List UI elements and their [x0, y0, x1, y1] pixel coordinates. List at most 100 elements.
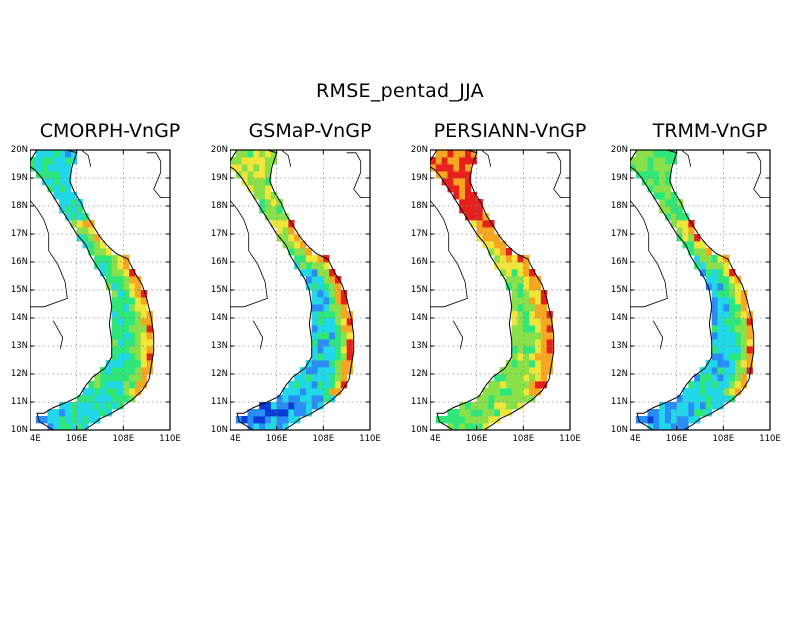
grid-cell	[517, 346, 524, 354]
grid-cell	[311, 269, 318, 277]
grid-cell	[540, 367, 548, 375]
x-tick-label: 104E	[430, 434, 441, 444]
grid-cell	[488, 381, 495, 389]
grid-cell	[282, 227, 289, 235]
grid-cell	[746, 325, 753, 333]
grid-cell	[253, 164, 260, 172]
grid-cell	[59, 150, 66, 158]
grid-cell	[288, 248, 295, 256]
grid-cell	[123, 262, 130, 270]
grid-cell	[76, 416, 83, 424]
grid-cell	[705, 283, 713, 291]
map-plot: 104E 106E 108E 110E	[19, 149, 181, 444]
x-tick-label: 106E	[266, 434, 288, 444]
grid-cell	[270, 150, 278, 158]
grid-cell	[340, 304, 348, 312]
y-tick-label: 20N	[410, 145, 428, 155]
grid-cell	[430, 157, 437, 165]
grid-cell	[653, 192, 660, 200]
grid-cell	[700, 374, 707, 382]
grid-cell	[47, 185, 54, 193]
grid-cell	[253, 416, 260, 424]
grid-cell	[111, 276, 118, 284]
grid-cell	[323, 339, 330, 347]
grid-cell	[494, 262, 501, 270]
grid-cell	[253, 150, 260, 158]
grid-cell	[105, 395, 113, 403]
grid-cell	[735, 360, 742, 368]
grid-cell	[294, 402, 301, 410]
grid-cell	[488, 402, 495, 410]
border-line	[30, 200, 68, 308]
grid-cell	[517, 269, 524, 277]
grid-cell	[653, 423, 660, 430]
grid-cell	[288, 381, 295, 389]
grid-cell	[140, 374, 148, 382]
grid-cell	[323, 318, 330, 326]
grid-cell	[94, 395, 101, 403]
grid-cell	[694, 409, 701, 417]
grid-cell	[105, 283, 113, 291]
grid-cell	[305, 255, 313, 263]
grid-cell	[470, 150, 478, 158]
grid-cell	[500, 262, 507, 270]
grid-cell	[740, 381, 748, 389]
grid-cell	[135, 318, 142, 326]
grid-cell	[317, 367, 324, 375]
x-tick-label: 106E	[666, 434, 688, 444]
y-tick-label: 13N	[10, 341, 28, 351]
grid-cell	[123, 325, 130, 333]
grid-cell	[529, 318, 536, 326]
grid-cell	[476, 213, 483, 221]
grid-cell	[694, 248, 701, 256]
grid-cell	[723, 297, 730, 305]
grid-cell	[294, 409, 301, 417]
grid-cell	[511, 290, 518, 298]
grid-cell	[729, 367, 736, 375]
grid-cell	[323, 304, 330, 312]
grid-cell	[729, 346, 736, 354]
grid-cell	[247, 171, 254, 179]
grid-cell	[323, 290, 330, 298]
grid-cell	[717, 381, 724, 389]
y-tick-label: 11N	[610, 397, 628, 407]
grid-cell	[641, 164, 648, 172]
grid-cell	[76, 220, 83, 228]
grid-cell	[694, 395, 701, 403]
grid-cell	[688, 416, 695, 424]
grid-cell	[670, 423, 678, 430]
grid-cell	[117, 395, 124, 403]
grid-cell	[653, 185, 660, 193]
grid-cell	[105, 269, 113, 277]
grid-cell	[300, 269, 307, 277]
grid-cell	[700, 388, 707, 396]
grid-cell	[146, 339, 153, 347]
grid-cell	[523, 276, 530, 284]
grid-cell	[111, 332, 118, 340]
grid-cell	[517, 283, 524, 291]
grid-cell	[540, 311, 548, 319]
grid-cell	[676, 213, 683, 221]
grid-cell	[723, 353, 730, 361]
y-tick-label: 13N	[210, 341, 228, 351]
grid-cell	[476, 402, 483, 410]
grid-cell	[111, 255, 118, 263]
grid-cell	[453, 423, 460, 430]
grid-cell	[705, 388, 713, 396]
grid-cell	[729, 283, 736, 291]
grid-cell	[76, 409, 83, 417]
grid-cell	[305, 402, 313, 410]
grid-cell	[94, 381, 101, 389]
grid-cell	[711, 255, 718, 263]
grid-cell	[311, 290, 318, 298]
grid-cell	[346, 318, 353, 326]
grid-cell	[665, 199, 672, 207]
grid-cell	[529, 283, 536, 291]
grid-cell	[335, 325, 342, 333]
grid-cell	[270, 199, 278, 207]
grid-cell	[740, 346, 748, 354]
grid-cell	[735, 304, 742, 312]
grid-cell	[123, 374, 130, 382]
grid-cell	[647, 423, 654, 430]
grid-cell	[694, 262, 701, 270]
